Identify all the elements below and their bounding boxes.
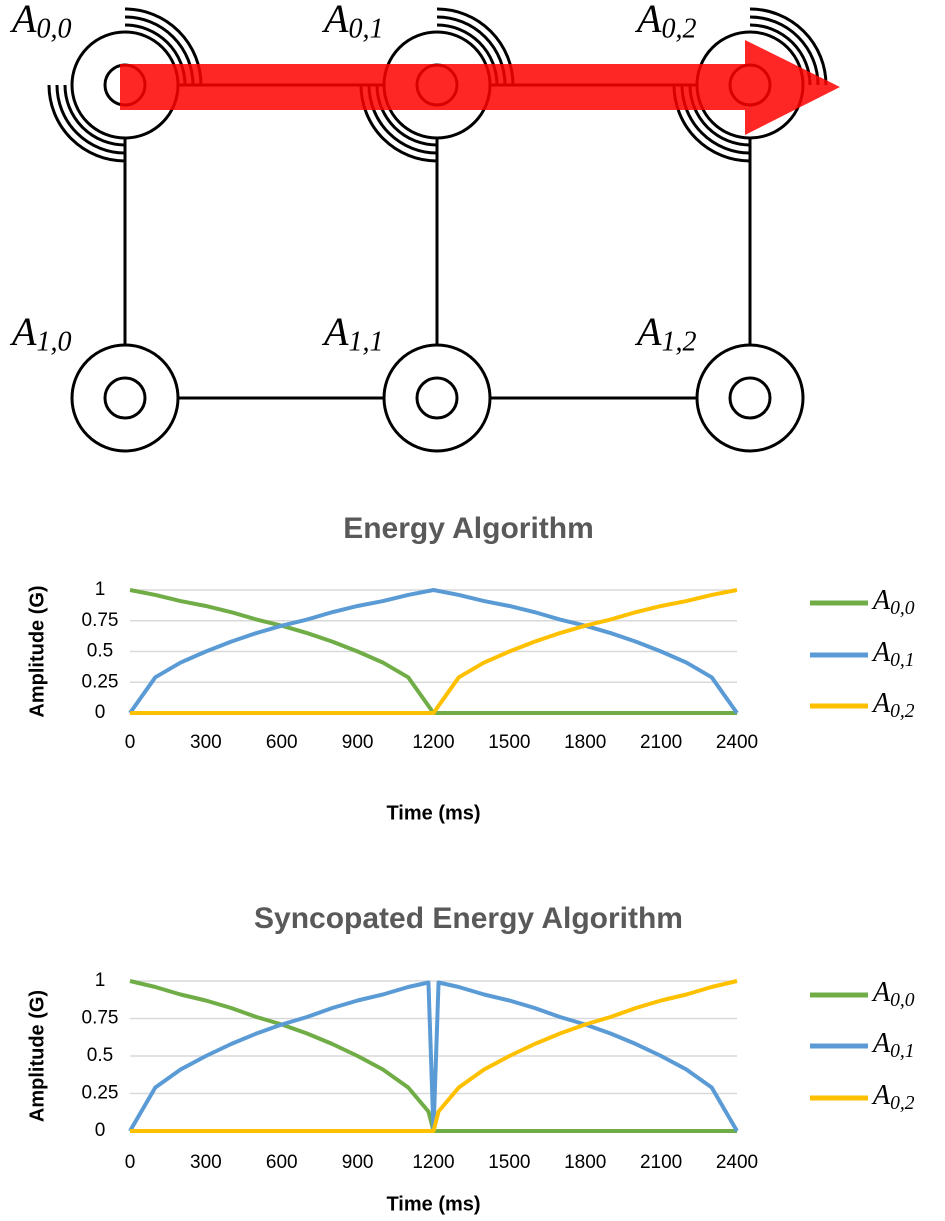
x-tick-label: 0 [125,1152,136,1173]
vibration-arc [63,84,126,147]
x-tick-label: 2100 [640,732,682,753]
y-tick-label: 0.25 [82,671,119,692]
y-tick-label: 0.5 [87,1045,113,1066]
vibration-arc [749,7,828,86]
legend-label: A0,0 [871,977,915,1010]
y-tick-label: 0.5 [87,641,113,662]
legend-label: A0,2 [871,1080,915,1113]
node-label: A1,0 [9,309,71,358]
vibration-arc [47,84,126,163]
x-tick-label: 1200 [412,1152,454,1173]
x-tick-label: 600 [266,1152,298,1173]
x-tick-label: 0 [125,732,136,753]
x-tick-label: 2400 [716,1152,758,1173]
legend-label: A0,1 [871,637,915,670]
node-label: A1,1 [321,309,383,358]
x-axis-label: Time (ms) [386,802,480,824]
node-label: A0,1 [321,0,383,45]
x-tick-label: 1500 [488,1152,530,1173]
x-tick-label: 2400 [716,732,758,753]
x-tick-label: 1500 [488,732,530,753]
legend-label: A0,1 [871,1028,915,1061]
legend-label: A0,0 [871,585,915,618]
y-axis-label: Amplitude (G) [26,585,48,717]
node-inner [728,376,772,420]
x-axis-label: Time (ms) [386,1193,480,1215]
x-tick-label: 900 [342,732,374,753]
x-tick-label: 300 [190,732,222,753]
node-inner [103,376,147,420]
y-tick-label: 0 [95,702,106,723]
x-tick-label: 1800 [564,1152,606,1173]
y-tick-label: 0.75 [82,610,119,631]
x-tick-label: 600 [266,732,298,753]
x-tick-label: 2100 [640,1152,682,1173]
x-tick-label: 1200 [412,732,454,753]
y-tick-label: 0.25 [82,1083,119,1104]
node-label: A1,2 [634,309,696,358]
series-line [130,588,738,715]
y-tick-label: 1 [95,970,106,991]
y-tick-label: 0 [95,1120,106,1141]
vibration-arc [55,84,126,155]
y-axis-label: Amplitude (G) [26,990,48,1122]
x-tick-label: 900 [342,1152,374,1173]
y-tick-label: 0.75 [82,1008,119,1029]
chart-title: Syncopated Energy Algorithm [254,902,683,935]
series-line [130,979,738,1133]
series-line [128,588,739,715]
chart-title: Energy Algorithm [343,512,594,545]
node-inner [415,376,459,420]
x-tick-label: 300 [190,1152,222,1173]
node-label: A0,0 [9,0,71,45]
direction-arrow [120,40,840,135]
node-label: A0,2 [634,0,696,45]
x-tick-label: 1800 [564,732,606,753]
vibration-arc [749,15,820,86]
legend-label: A0,2 [871,688,915,721]
y-tick-label: 1 [95,579,106,600]
